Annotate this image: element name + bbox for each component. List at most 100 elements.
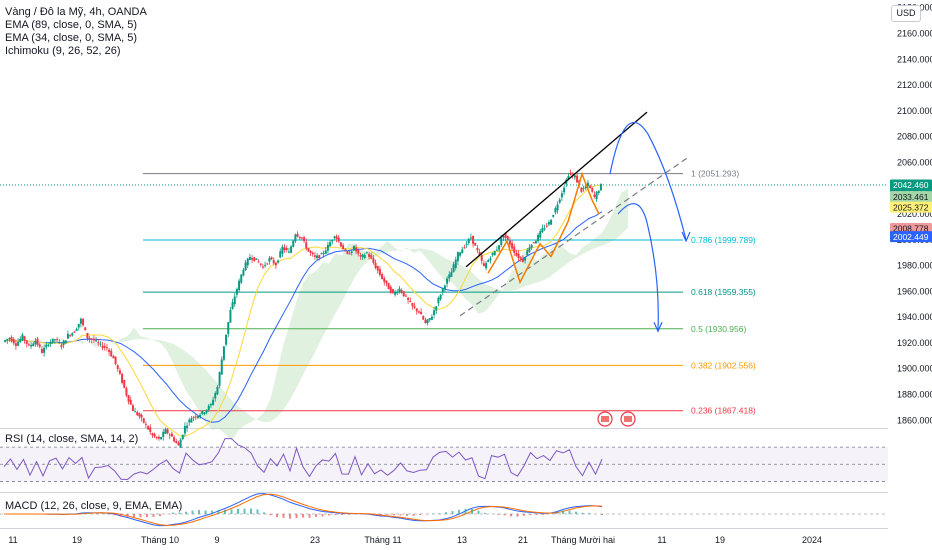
candle-body <box>331 239 334 242</box>
candle-body <box>560 193 563 198</box>
candle-body <box>452 264 455 273</box>
candle-body <box>437 297 440 304</box>
candle-body <box>459 252 462 256</box>
candle-body <box>541 228 544 233</box>
candle-body <box>95 340 98 342</box>
currency-button[interactable]: USD <box>891 5 921 22</box>
candle-body <box>513 246 516 253</box>
candle-body <box>32 343 35 347</box>
macd-histogram-bar <box>510 514 512 517</box>
candle-body <box>283 247 286 251</box>
legend-rsi[interactable]: RSI (14, close, SMA, 14, 2) <box>5 433 139 445</box>
time-tick-label: 2024 <box>802 535 822 545</box>
candle-body <box>82 318 85 326</box>
candle-body <box>266 263 269 265</box>
candle-body <box>391 289 394 293</box>
candle-body <box>372 258 375 263</box>
candle-body <box>220 359 223 375</box>
candle-body <box>539 231 542 238</box>
candle-body <box>151 433 154 436</box>
candle-body <box>183 426 186 434</box>
macd-histogram-bar <box>562 510 564 514</box>
candle-body <box>443 285 446 290</box>
candle-body <box>346 251 349 254</box>
trend-line-lower <box>459 155 691 317</box>
time-tick-label: 23 <box>310 535 320 545</box>
candle-body <box>246 258 249 266</box>
candle-body <box>580 187 583 192</box>
candle-body <box>417 311 420 313</box>
price-tick-label: 1940.000 <box>897 312 932 322</box>
candle-body <box>290 246 293 253</box>
candle-body <box>8 338 11 340</box>
candle-body <box>196 416 199 418</box>
candle-body <box>430 316 433 320</box>
candle-body <box>277 260 280 263</box>
macd-histogram-bar <box>575 511 577 514</box>
candle-body <box>168 434 171 436</box>
candle-body <box>474 242 477 246</box>
macd-histogram-bar <box>250 508 252 514</box>
legend-ichimoku[interactable]: Ichimoku (9, 26, 52, 26) <box>5 45 121 57</box>
candle-body <box>188 419 191 423</box>
candle-body <box>12 339 15 344</box>
candle-body <box>214 393 217 399</box>
candle-body <box>270 257 273 260</box>
legend-ema-34[interactable]: EMA (34, close, 0, SMA, 5) <box>5 32 138 44</box>
candle-body <box>231 302 234 309</box>
candle-body <box>322 253 325 255</box>
macd-histogram-bar <box>224 509 226 514</box>
candle-body <box>318 255 321 259</box>
candle-body <box>79 318 82 324</box>
price-tick-label: 1860.000 <box>897 415 932 425</box>
candle-body <box>179 439 182 448</box>
candle-body <box>370 255 373 259</box>
candle-body <box>467 238 470 244</box>
legend-macd[interactable]: MACD (12, 26, close, 9, EMA, EMA) <box>5 500 183 512</box>
candle-body <box>415 308 418 312</box>
macd-histogram-bar <box>146 514 148 518</box>
candle-body <box>45 344 48 348</box>
candle-body <box>378 269 381 275</box>
candle-body <box>316 255 319 259</box>
candle-body <box>274 262 277 266</box>
candle-body <box>4 340 7 342</box>
candle-body <box>495 249 498 251</box>
candle-body <box>303 237 306 242</box>
candle-body <box>350 251 353 253</box>
macd-histogram-bar <box>555 512 558 514</box>
candle-body <box>511 243 514 249</box>
macd-histogram-bar <box>211 510 213 514</box>
price-tick-label: 1960.000 <box>897 286 932 296</box>
candle-body <box>51 338 54 343</box>
candle-body <box>413 306 416 308</box>
macd-histogram-bar <box>380 514 382 516</box>
candle-body <box>136 411 139 416</box>
candle-body <box>134 411 137 413</box>
candle-body <box>77 323 80 328</box>
candlesticks <box>4 169 602 448</box>
legend-ema-89[interactable]: EMA (89, close, 0, SMA, 5) <box>5 19 138 31</box>
macd-histogram-bar <box>198 509 200 514</box>
candle-body <box>586 182 589 187</box>
candle-body <box>426 319 429 324</box>
candle-body <box>103 345 106 348</box>
candle-body <box>389 286 392 293</box>
candle-body <box>515 252 518 256</box>
macd-histogram-bar <box>471 508 473 514</box>
candle-body <box>110 350 113 357</box>
candle-body <box>101 345 104 348</box>
fib-level-label: 0.382 (1902.556) <box>691 360 756 370</box>
candle-body <box>597 190 600 194</box>
candle-body <box>368 254 371 257</box>
candle-body <box>552 215 555 217</box>
price-badge <box>890 179 932 191</box>
candle-body <box>337 237 340 242</box>
macd-histogram-bar <box>152 514 155 518</box>
time-tick-label: 11 <box>657 535 666 545</box>
candle-body <box>441 288 444 293</box>
candle-body <box>508 240 511 245</box>
candle-body <box>300 237 303 239</box>
candle-body <box>558 199 561 203</box>
